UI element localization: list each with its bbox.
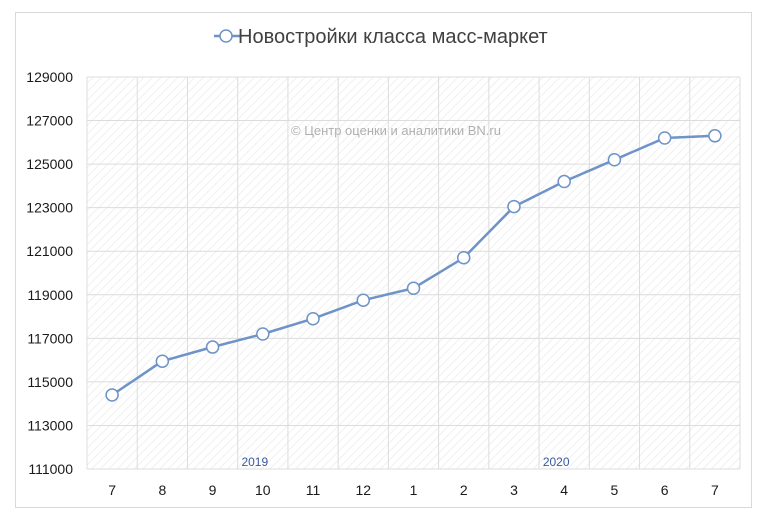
x-tick-label: 6 (661, 482, 669, 498)
data-point (657, 131, 672, 145)
x-tick-label: 5 (611, 482, 619, 498)
data-point (105, 388, 119, 402)
y-tick-label: 125000 (26, 156, 73, 172)
y-tick-label: 127000 (26, 113, 73, 129)
data-point (557, 174, 571, 189)
y-tick-label: 123000 (26, 200, 73, 216)
plot-area (87, 77, 740, 469)
x-tick-label: 2 (460, 482, 468, 498)
y-tick-label: 115000 (27, 374, 73, 390)
data-point (256, 327, 270, 341)
legend-label: Новостройки класса масс-маркет (238, 26, 548, 48)
data-point (406, 281, 421, 295)
data-point (155, 354, 170, 368)
x-tick-label: 3 (510, 482, 518, 498)
legend: Новостройки класса масс-маркет (214, 26, 548, 48)
data-point (507, 199, 521, 214)
watermark: © Центр оценки и аналитики BN.ru (291, 123, 501, 138)
x-tick-label: 12 (355, 482, 371, 498)
y-tick-label: 117000 (27, 330, 73, 346)
legend-marker-icon (219, 29, 233, 43)
data-point (456, 251, 471, 265)
x-tick-label: 7 (711, 482, 719, 498)
data-point (356, 293, 371, 307)
x-tick-label: 9 (209, 482, 217, 498)
y-tick-label: 129000 (26, 69, 73, 85)
x-tick-label: 11 (306, 482, 321, 498)
data-point (708, 129, 722, 143)
data-point (306, 311, 320, 326)
y-tick-label: 121000 (26, 243, 73, 259)
year-label: 2019 (241, 455, 268, 469)
x-tick-label: 7 (108, 482, 116, 498)
y-tick-label: 113000 (27, 417, 73, 433)
year-label: 2020 (543, 455, 570, 469)
x-tick-label: 8 (158, 482, 166, 498)
data-point (607, 153, 622, 167)
x-tick-label: 10 (255, 482, 271, 498)
data-point (205, 340, 220, 354)
y-tick-label: 119000 (27, 287, 73, 303)
x-tick-label: 1 (410, 482, 418, 498)
y-tick-label: 111000 (28, 461, 73, 477)
x-tick-label: 4 (560, 482, 568, 498)
